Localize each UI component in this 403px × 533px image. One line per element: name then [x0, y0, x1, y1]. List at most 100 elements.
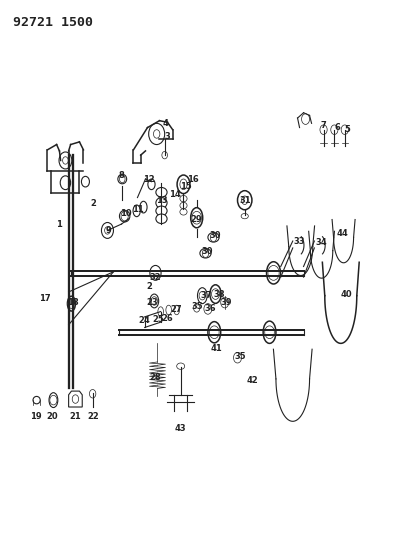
Circle shape — [221, 297, 229, 308]
Circle shape — [265, 326, 274, 338]
Text: 42: 42 — [247, 376, 259, 385]
Circle shape — [204, 304, 212, 314]
Text: 35: 35 — [192, 302, 203, 311]
Circle shape — [72, 395, 79, 403]
Text: 22: 22 — [87, 411, 99, 421]
Circle shape — [301, 114, 310, 124]
Text: 35: 35 — [235, 352, 247, 361]
Text: 8: 8 — [118, 171, 125, 180]
Ellipse shape — [177, 363, 185, 369]
Circle shape — [237, 191, 252, 210]
Text: 15: 15 — [180, 182, 191, 191]
Ellipse shape — [174, 305, 179, 315]
Text: 41: 41 — [211, 344, 222, 353]
Ellipse shape — [33, 397, 40, 404]
Ellipse shape — [191, 208, 203, 228]
Text: 31: 31 — [240, 196, 251, 205]
Circle shape — [151, 297, 158, 305]
Text: 14: 14 — [169, 190, 181, 199]
Ellipse shape — [166, 305, 172, 315]
Text: 13: 13 — [156, 196, 167, 205]
Ellipse shape — [140, 201, 147, 213]
Text: 34: 34 — [316, 238, 327, 247]
Text: 40: 40 — [341, 289, 352, 298]
Text: 10: 10 — [120, 209, 131, 218]
Circle shape — [119, 175, 125, 183]
Ellipse shape — [180, 196, 187, 202]
Ellipse shape — [180, 203, 187, 209]
Text: 23: 23 — [147, 298, 158, 307]
Text: 27: 27 — [171, 305, 183, 314]
Circle shape — [202, 249, 209, 257]
Ellipse shape — [156, 214, 167, 223]
Text: 29: 29 — [191, 215, 202, 224]
Text: 1: 1 — [56, 220, 62, 229]
Ellipse shape — [241, 214, 248, 219]
Circle shape — [89, 390, 96, 398]
Ellipse shape — [148, 179, 155, 190]
Text: 11: 11 — [132, 205, 143, 214]
Circle shape — [149, 123, 165, 144]
Circle shape — [199, 292, 206, 300]
Circle shape — [341, 125, 348, 134]
Ellipse shape — [158, 307, 164, 317]
Ellipse shape — [208, 232, 219, 242]
Text: 26: 26 — [162, 314, 173, 323]
Text: 9: 9 — [106, 226, 112, 235]
Text: 36: 36 — [204, 304, 216, 313]
Text: 2: 2 — [91, 199, 96, 208]
Circle shape — [121, 212, 128, 221]
Ellipse shape — [263, 321, 276, 343]
Circle shape — [150, 265, 161, 280]
Text: 30: 30 — [202, 247, 213, 256]
Text: 6: 6 — [334, 123, 341, 132]
Ellipse shape — [266, 262, 280, 284]
Circle shape — [50, 395, 57, 405]
Ellipse shape — [156, 206, 167, 216]
Text: 17: 17 — [39, 294, 50, 303]
Ellipse shape — [200, 248, 211, 258]
Circle shape — [233, 352, 241, 363]
Circle shape — [193, 304, 200, 312]
Text: 28: 28 — [150, 373, 161, 382]
Ellipse shape — [67, 296, 75, 311]
Circle shape — [192, 212, 202, 224]
Text: 18: 18 — [67, 298, 79, 307]
Ellipse shape — [133, 205, 140, 216]
Circle shape — [268, 265, 279, 280]
Circle shape — [331, 125, 338, 134]
Text: 38: 38 — [214, 289, 225, 298]
Ellipse shape — [118, 174, 127, 184]
Text: 16: 16 — [187, 174, 199, 183]
Circle shape — [105, 227, 110, 234]
Text: 5: 5 — [345, 125, 351, 134]
Text: 2: 2 — [147, 282, 152, 291]
Text: 43: 43 — [175, 424, 187, 433]
Text: 25: 25 — [152, 315, 164, 324]
Text: 39: 39 — [220, 298, 232, 307]
Circle shape — [102, 222, 114, 238]
Circle shape — [81, 176, 89, 187]
Circle shape — [210, 326, 219, 338]
Circle shape — [212, 289, 220, 300]
Text: 37: 37 — [201, 291, 212, 300]
Ellipse shape — [156, 198, 167, 208]
Ellipse shape — [156, 188, 167, 197]
Text: 32: 32 — [150, 272, 161, 281]
Text: 44: 44 — [337, 229, 348, 238]
Ellipse shape — [210, 285, 221, 303]
Text: 4: 4 — [162, 119, 168, 128]
Ellipse shape — [180, 209, 187, 215]
Circle shape — [241, 196, 248, 205]
Circle shape — [59, 152, 72, 169]
Text: 21: 21 — [70, 411, 81, 421]
Circle shape — [320, 125, 327, 134]
Ellipse shape — [208, 321, 221, 343]
Text: 19: 19 — [29, 411, 41, 421]
Text: 3: 3 — [164, 132, 170, 141]
Circle shape — [62, 157, 68, 164]
Text: 92721 1500: 92721 1500 — [13, 16, 93, 29]
Circle shape — [154, 130, 160, 138]
Ellipse shape — [180, 179, 187, 190]
Text: 33: 33 — [294, 237, 305, 246]
